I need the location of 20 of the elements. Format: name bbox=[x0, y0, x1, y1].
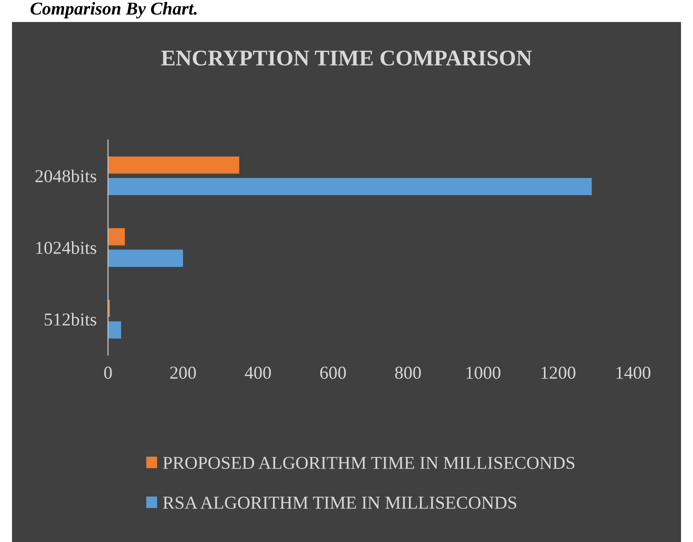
x-tick-label: 1400 bbox=[616, 366, 650, 379]
bar bbox=[108, 228, 125, 246]
x-tick-label: 400 bbox=[244, 366, 271, 379]
x-tick-label: 200 bbox=[170, 366, 196, 379]
bar bbox=[108, 250, 183, 267]
x-tick-label: 600 bbox=[320, 366, 346, 379]
chart-title: ENCRYPTION TIME COMPARISON bbox=[161, 50, 532, 66]
legend-label: PROPOSED ALGORITHM TIME IN MILLISECONDS bbox=[163, 456, 574, 469]
y-tick-label: 1024bits bbox=[36, 241, 96, 254]
text: Comparison By Chart. bbox=[30, 2, 197, 18]
x-tick-label: 1000 bbox=[466, 366, 500, 379]
bar bbox=[108, 156, 240, 174]
legend-label: RSA ALGORITHM TIME IN MILLISECONDS bbox=[163, 496, 516, 509]
y-tick-label: 2048bits bbox=[35, 170, 96, 182]
bar bbox=[108, 178, 592, 196]
bar bbox=[108, 321, 122, 339]
x-tick-label: 800 bbox=[395, 366, 421, 379]
x-tick-label: 1200 bbox=[542, 366, 576, 379]
y-tick-label: 512bits bbox=[44, 312, 96, 326]
x-tick-label: 0 bbox=[104, 366, 112, 379]
